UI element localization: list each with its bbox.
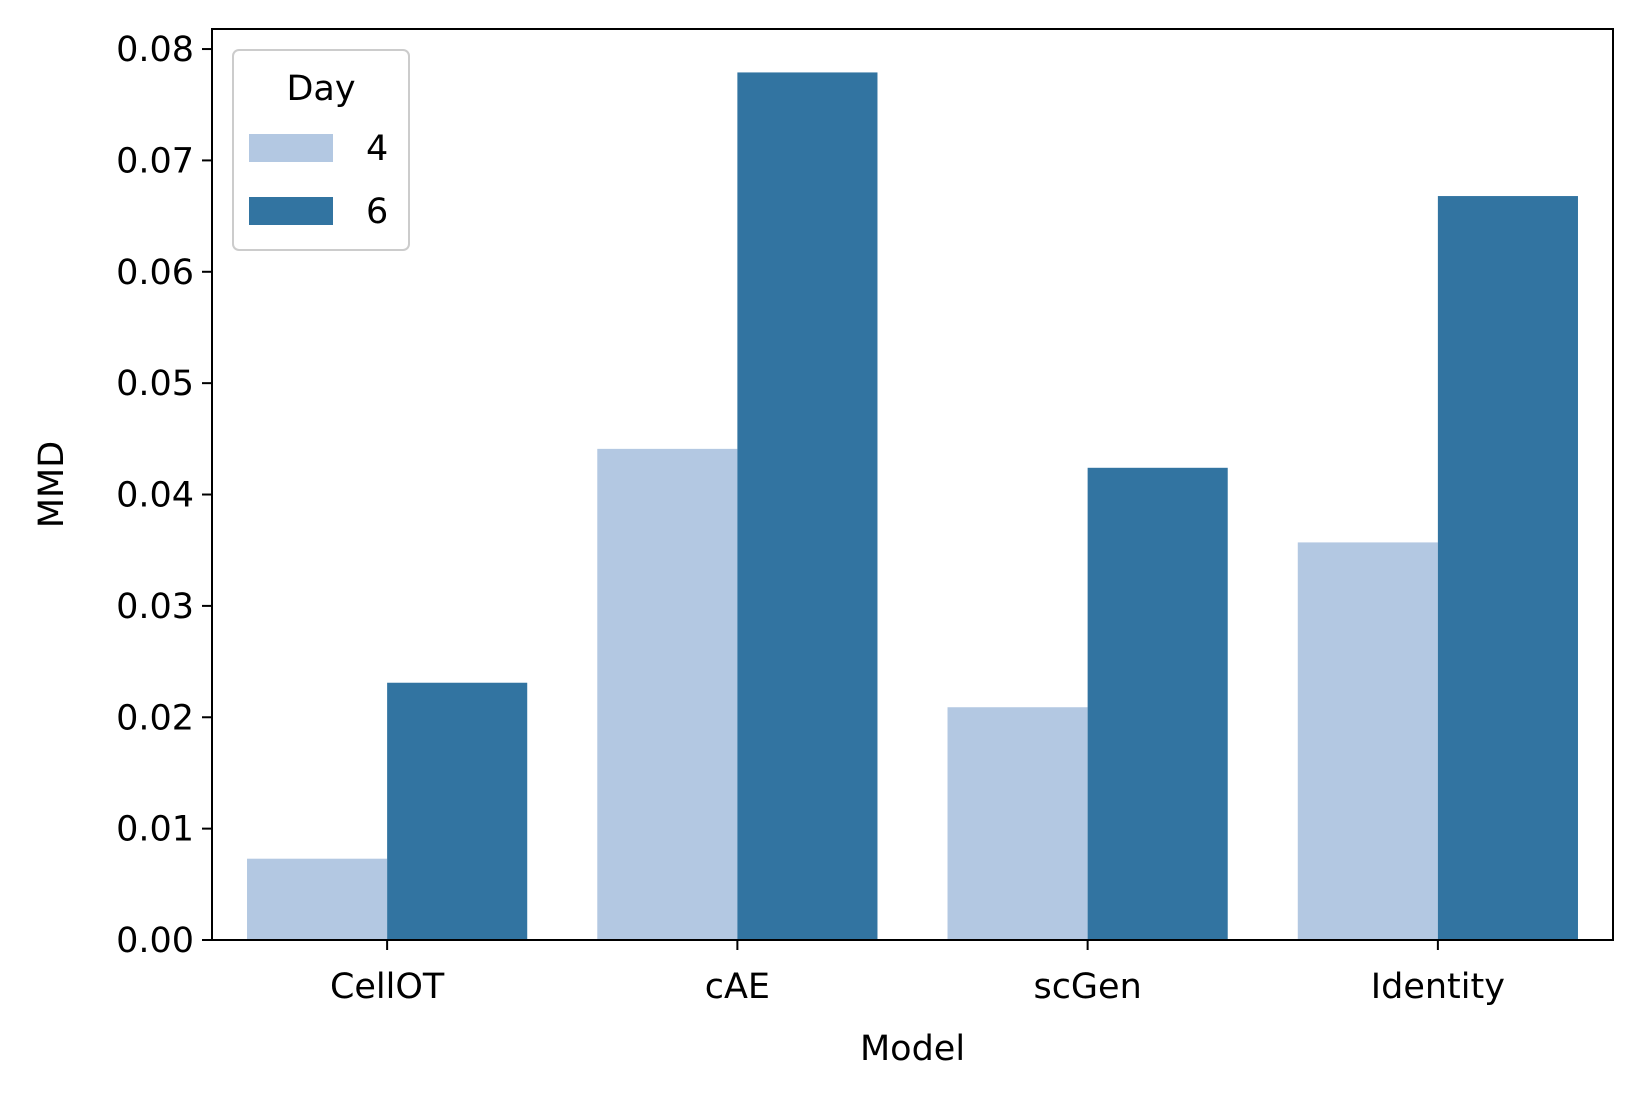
x-axis-label: Model — [860, 1029, 965, 1069]
bar-identity-day-6 — [1437, 196, 1578, 941]
bar-scgen-day-6 — [1087, 467, 1228, 940]
bar-cellot-day-4 — [247, 858, 388, 940]
legend-label-day-6: 6 — [366, 192, 388, 232]
x-axis-ticks: CellOT cAE scGen Identity — [330, 940, 1505, 1007]
bar-identity-day-4 — [1297, 542, 1438, 940]
x-tick-label-identity: Identity — [1371, 967, 1505, 1007]
legend-title: Day — [286, 69, 355, 109]
y-tick-label: 0.06 — [116, 253, 194, 293]
y-tick-label: 0.03 — [116, 587, 194, 627]
y-axis-label: MMD — [32, 441, 72, 528]
legend-swatch-day-6 — [249, 197, 333, 225]
y-tick-label: 0.00 — [116, 921, 194, 961]
x-tick-label-cae: cAE — [705, 967, 770, 1007]
y-tick-label: 0.02 — [116, 698, 194, 738]
y-tick-label: 0.08 — [116, 30, 194, 70]
bars-group — [247, 72, 1578, 941]
bar-cellot-day-6 — [387, 682, 528, 940]
legend: Day 46 — [232, 49, 410, 251]
x-tick-label-scgen: scGen — [1033, 967, 1141, 1007]
y-axis-ticks: 0.00 0.01 0.02 0.03 0.04 0.05 0.06 0.07 0.08 — [116, 30, 212, 961]
y-tick-label: 0.07 — [116, 141, 194, 181]
x-tick-label-cellot: CellOT — [330, 967, 445, 1007]
y-tick-label: 0.01 — [116, 810, 194, 850]
bar-cae-day-6 — [737, 72, 878, 941]
plot-frame — [211, 28, 1614, 941]
legend-label-day-4: 4 — [366, 129, 388, 169]
y-tick-label: 0.04 — [116, 476, 194, 516]
legend-swatch-day-4 — [249, 134, 333, 162]
bar-cae-day-4 — [597, 448, 738, 940]
y-tick-label: 0.05 — [116, 364, 194, 404]
legend-items: 46 — [249, 129, 388, 232]
bar-scgen-day-4 — [947, 707, 1088, 940]
